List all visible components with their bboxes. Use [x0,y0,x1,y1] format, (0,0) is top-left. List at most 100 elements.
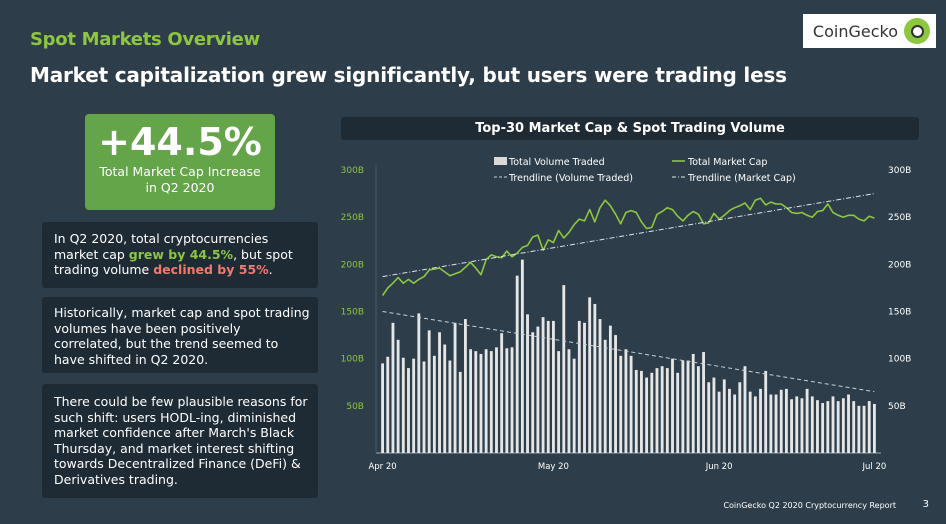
volume-bar [805,388,809,453]
volume-bar [458,371,462,453]
volume-bar [443,344,447,453]
volume-bar [650,372,654,453]
volume-bar [489,351,493,453]
volume-bar [526,314,529,453]
volume-bar [422,361,426,453]
section-title: Spot Markets Overview [30,29,260,50]
volume-bar [474,351,478,453]
card1-text-2: , but spot trading volume [54,246,293,278]
volume-bar [417,313,421,453]
market-cap-line [381,197,875,296]
volume-bar [634,369,638,453]
volume-bar [717,391,721,453]
card1-highlight-decline: declined by 55% [153,262,269,277]
volume-bar [748,391,752,453]
volume-bar [567,349,571,453]
volume-bar [593,303,597,453]
volume-bar [676,372,680,453]
volume-bar [391,322,395,453]
volume-bar [520,259,524,453]
volume-bar [381,363,385,453]
y-tick-label-left: 200B [341,260,364,270]
volume-bar [728,388,731,453]
volume-bar [624,349,628,453]
footer-report-name: CoinGecko Q2 2020 Cryptocurrency Report [723,501,896,510]
volume-bar [572,358,576,453]
x-tick-label: Jun 20 [705,462,733,472]
volume-bar [386,356,390,453]
volume-bar [531,332,535,453]
volume-bar [826,401,830,453]
card1-highlight-growth: grew by 44.5% [128,246,234,262]
volume-bar [790,399,794,453]
volume-bar [831,396,835,453]
brand-name: CoinGecko [812,21,898,41]
market-cap-volume-chart: 50B 100B 150B 200B 250B 300B 50B 100B 150B 200B 25… [341,157,911,472]
gecko-icon [904,18,930,44]
y-tick-label-right: 50B [888,402,906,412]
x-tick-label: Jul 20 [862,462,887,472]
volume-bar [702,352,705,453]
volume-bar [484,349,488,453]
volume-bar [541,317,545,453]
volume-bar [707,382,711,453]
volume-bar [432,355,436,453]
volume-bar [396,339,400,453]
volume-bar [671,358,674,453]
card1-text-3: . [268,262,273,277]
legend-label-market-cap: Total Market Cap [687,157,767,168]
volume-bar [401,357,405,453]
volume-bar [453,322,457,453]
volume-bar [753,396,757,453]
volume-bar [505,348,509,453]
volume-bar [608,325,612,453]
volume-bar [686,360,690,453]
volume-bar [562,285,566,453]
volume-bar [619,355,623,453]
volume-bar [800,398,804,453]
volume-bar [655,368,659,453]
volume-bar [469,349,473,453]
volume-bar [640,370,643,453]
volume-bar [857,405,861,453]
x-tick-label: Apr 20 [368,462,396,472]
volume-bar [784,388,788,453]
volume-bar [552,320,555,453]
volume-bar [438,332,441,453]
brand-logo: CoinGecko [802,14,936,48]
volume-bar [577,320,581,453]
volume-bar [852,401,856,453]
volume-bar [495,347,498,453]
volume-bar [774,394,778,453]
volume-bar [712,377,716,453]
volume-bar [515,275,519,453]
y-tick-label-left: 100B [341,355,364,365]
volume-bar [769,394,773,453]
volume-bar [779,389,783,453]
y-tick-label-left: 150B [341,308,364,318]
volume-bar [479,353,483,453]
chart-title: Top-30 Market Cap & Spot Trading Volume [341,117,919,140]
y-tick-label-right: 200B [888,260,911,270]
insight-card-growth: In Q2 2020, total cryptocurrencies marke… [42,222,318,288]
legend-swatch-volume [494,157,507,165]
y-tick-label-right: 250B [888,213,911,223]
market-cap-trendline [382,193,875,278]
y-tick-label-right: 300B [888,166,911,176]
y-tick-label-left: 250B [341,213,364,223]
volume-bar [743,366,747,453]
x-tick-label: May 20 [538,462,569,472]
insight-card-reasons: There could be few plausible reasons for… [42,384,318,498]
volume-bar [759,388,762,453]
volume-bar [872,403,876,453]
volume-bar [645,377,649,453]
volume-bar [588,297,592,453]
card1-text-1: In Q2 2020, total cryptocurrencies marke… [54,231,269,262]
y-tick-label-right: 100B [888,355,911,365]
volume-bar [665,368,669,453]
legend-label-volume-trend: Trendline (Volume Traded) [508,173,633,184]
volume-bar [696,366,700,453]
legend-label-market-cap-trend: Trendline (Market Cap) [687,173,796,184]
volume-bar [463,319,467,453]
volume-bar [691,353,695,453]
